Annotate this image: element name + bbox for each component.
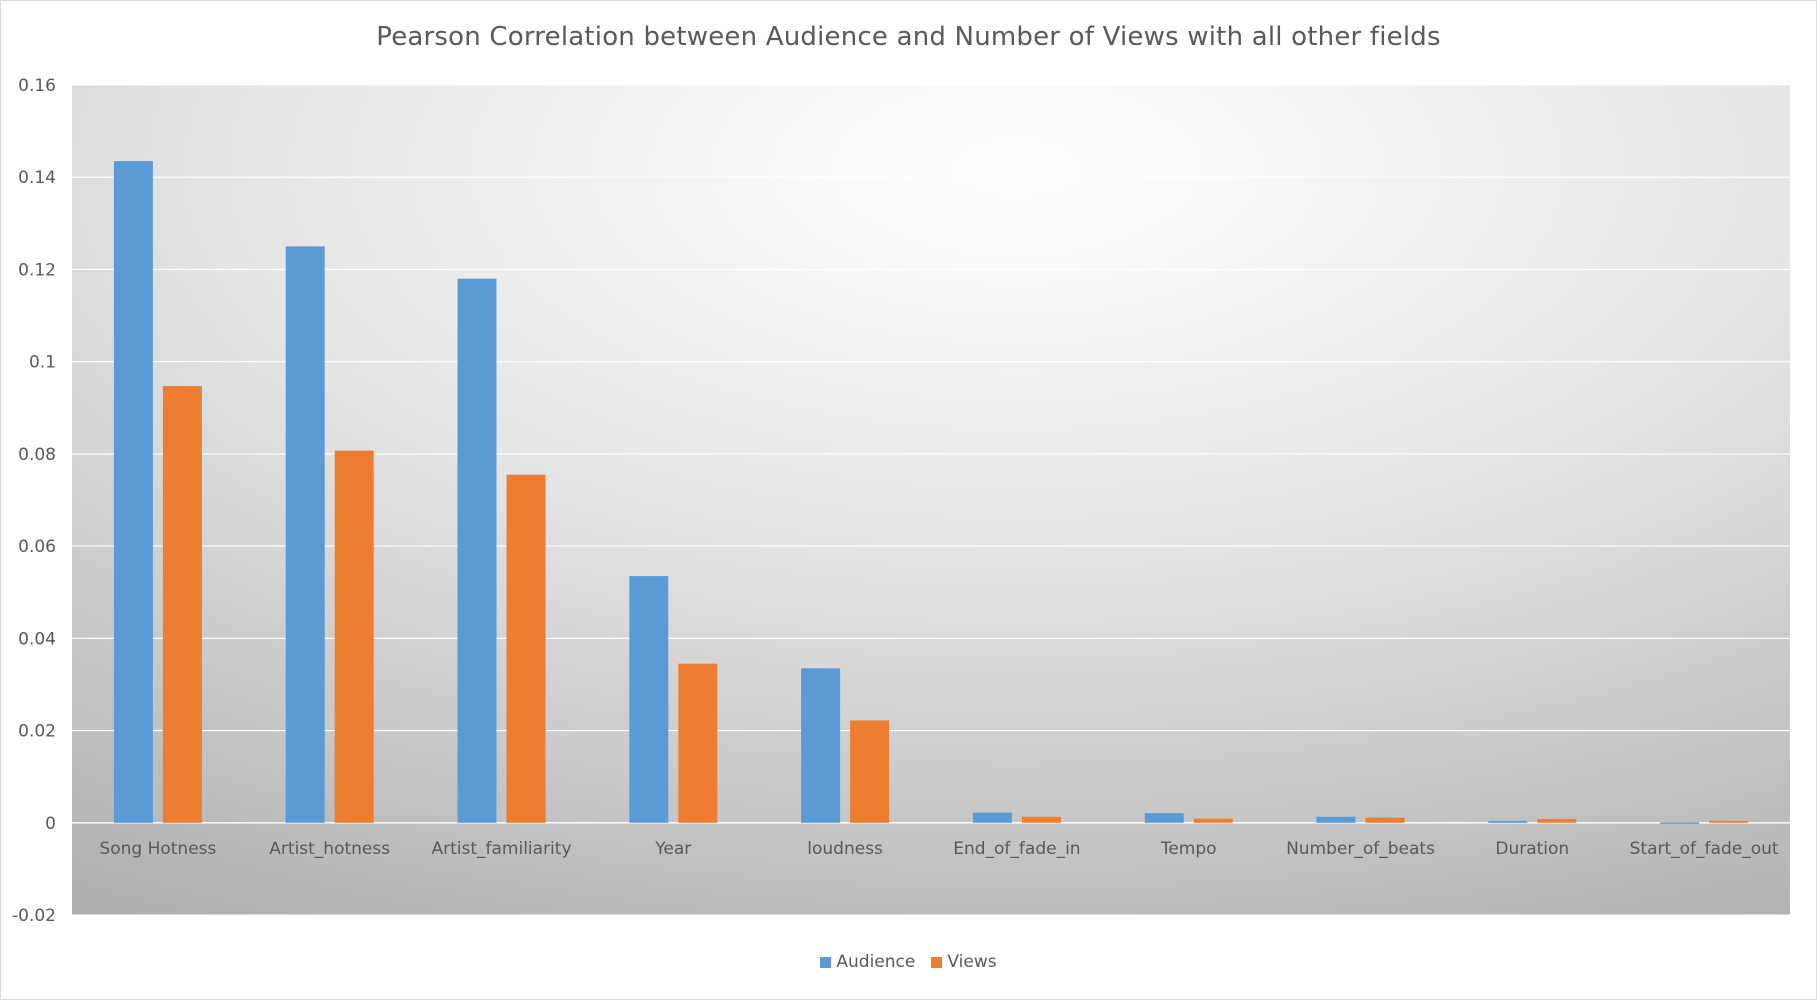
bar-views-0 (162, 386, 202, 823)
bar-views-7 (1365, 817, 1405, 823)
bar-audience-0 (113, 161, 153, 823)
y-tick-label: 0.08 (18, 445, 56, 465)
legend-item-views: Views (931, 952, 997, 972)
bar-audience-1 (285, 246, 325, 823)
legend-swatch-views (931, 956, 943, 968)
bars (113, 161, 1749, 824)
bar-views-3 (678, 663, 718, 823)
x-axis-labels: Song Hotness Artist_hotness Artist_familia… (99, 839, 1778, 859)
legend: Audience Views (0, 952, 1817, 972)
bar-audience-7 (1316, 816, 1356, 823)
bar-audience-8 (1488, 820, 1528, 823)
bar-audience-4 (801, 668, 841, 823)
legend-label-views: Views (947, 952, 997, 972)
x-tick-label: Artist_familiarity (431, 839, 571, 859)
bar-views-6 (1193, 818, 1233, 823)
bar-audience-3 (629, 576, 669, 823)
y-axis-labels: 0.16 0.14 0.12 0.1 0.08 0.06 0.04 0.02 0 -0.02 (12, 76, 56, 926)
y-tick-label: 0.16 (18, 76, 56, 96)
y-tick-label: -0.02 (12, 906, 56, 926)
bar-audience-9 (1660, 822, 1700, 824)
x-tick-label: Start_of_fade_out (1630, 839, 1779, 859)
x-tick-label: Number_of_beats (1286, 839, 1435, 859)
y-tick-label: 0.04 (18, 629, 56, 649)
plot-area (72, 85, 1790, 915)
x-tick-label: Song Hotness (99, 839, 216, 859)
x-tick-label: loudness (807, 839, 883, 859)
x-tick-label: Duration (1495, 839, 1569, 859)
bar-views-1 (334, 450, 374, 823)
bar-views-5 (1021, 816, 1061, 823)
y-tick-label: 0 (45, 814, 56, 834)
bar-views-2 (506, 474, 546, 823)
legend-swatch-audience (820, 956, 832, 968)
legend-label-audience: Audience (836, 952, 916, 972)
y-tick-label: 0.06 (18, 537, 56, 557)
legend-item-audience: Audience (820, 952, 915, 972)
y-tick-label: 0.02 (18, 722, 56, 742)
bar-audience-2 (457, 278, 497, 823)
x-tick-label: Year (654, 839, 691, 859)
bar-audience-5 (972, 812, 1012, 823)
bar-views-4 (850, 720, 890, 823)
x-tick-label: Artist_hotness (269, 839, 390, 859)
y-tick-label: 0.14 (18, 168, 56, 188)
bar-views-8 (1537, 819, 1577, 823)
x-tick-label: End_of_fade_in (953, 839, 1080, 859)
y-tick-label: 0.12 (18, 260, 56, 280)
bar-views-9 (1709, 820, 1749, 823)
bar-audience-6 (1144, 813, 1184, 823)
y-tick-label: 0.1 (29, 353, 56, 373)
chart-title: Pearson Correlation between Audience and… (376, 22, 1441, 52)
x-tick-label: Tempo (1160, 839, 1217, 859)
